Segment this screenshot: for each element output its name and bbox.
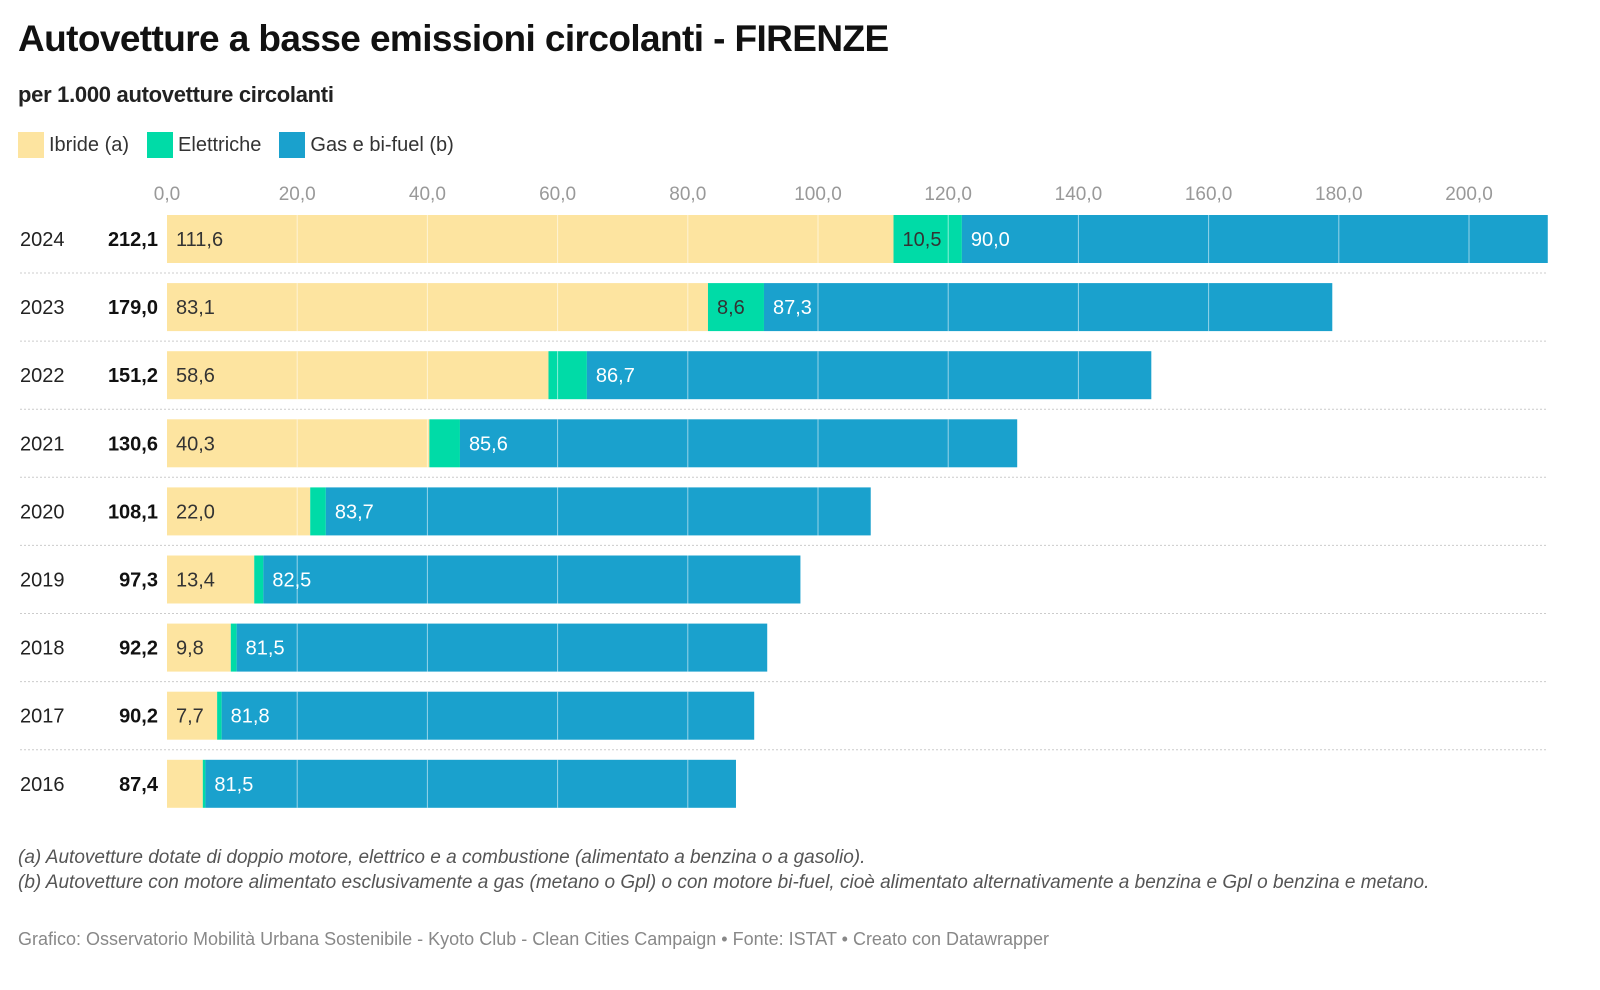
bar-segment-gas [325,487,871,536]
x-tick-label: 180,0 [1315,184,1363,205]
segment-value-label: 83,7 [335,501,374,523]
segment-value-label: 82,5 [272,570,311,592]
bar-segment-elettriche [548,351,587,400]
bar-segment-gas [459,419,1018,468]
legend: Ibride (a) Elettriche Gas e bi-fuel (b) [18,132,472,158]
segment-value-label: 13,4 [176,570,215,592]
category-label: 2017 [20,706,65,728]
bar-segment-gas [263,555,801,604]
bar-segment-elettriche [217,691,222,740]
total-label: 92,2 [119,638,158,660]
bar-segment-ibride [167,419,430,468]
legend-item-elettriche: Elettriche [147,132,261,158]
bar-segment-gas [763,283,1333,332]
bar-segment-elettriche [202,759,206,808]
chart-title: Autovetture a basse emissioni circolanti… [18,18,889,59]
segment-value-label: 7,7 [176,706,204,728]
footnotes: (a) Autovetture dotate di doppio motore,… [18,845,1548,895]
bar-segment-elettriche [310,487,326,536]
segment-value-label: 58,6 [176,365,215,387]
bar-segment-ibride [167,351,549,400]
chart-subtitle: per 1.000 autovetture circolanti [18,82,334,107]
bar-segment-gas [236,623,768,672]
x-tick-label: 120,0 [924,184,972,205]
legend-label-elettriche: Elettriche [178,133,262,156]
bar-segment-ibride [167,759,203,808]
bar-segment-ibride [167,623,231,672]
x-tick-label: 20,0 [279,184,316,205]
category-label: 2019 [20,570,65,592]
bar-segment-ibride [167,691,218,740]
total-label: 87,4 [119,774,159,796]
footnote-a: (a) Autovetture dotate di doppio motore,… [18,847,866,868]
segment-value-label: 8,6 [717,297,745,319]
segment-value-label: 10,5 [903,229,942,251]
legend-label-ibride: Ibride (a) [49,133,130,156]
x-tick-label: 80,0 [669,184,706,205]
segment-value-label: 81,8 [231,706,270,728]
category-label: 2020 [20,501,65,523]
bar-segment-elettriche [429,419,460,468]
category-label: 2023 [20,297,65,319]
x-tick-label: 100,0 [794,184,842,205]
segment-value-label: 9,8 [176,638,204,660]
x-tick-label: 40,0 [409,184,446,205]
segment-value-label: 83,1 [176,297,215,319]
legend-swatch-elettriche [147,132,174,158]
x-tick-label: 0,0 [154,184,180,205]
x-tick-label: 140,0 [1055,184,1103,205]
bar-segment-elettriche [707,283,764,332]
total-label: 130,6 [108,433,158,455]
segment-value-label: 90,0 [971,229,1010,251]
bar-segment-ibride [167,555,255,604]
segment-value-label: 22,0 [176,501,215,523]
bar-segment-gas [205,759,736,808]
total-label: 179,0 [108,297,158,319]
segment-value-label: 111,6 [176,229,223,251]
bar-segment-ibride [167,215,894,263]
bar-segment-elettriche [893,215,962,263]
total-label: 108,1 [108,501,158,523]
legend-item-gas: Gas e bi-fuel (b) [279,132,454,158]
category-label: 2016 [20,774,65,796]
source-credit: Grafico: Osservatorio Mobilità Urbana So… [18,929,1050,949]
bar-segment-gas [961,215,1548,263]
legend-label-gas: Gas e bi-fuel (b) [310,133,454,156]
stacked-bar-chart: 0,0 20,0 40,0 60,0 80,0 100,0 120,0 140,0 160,0 1… [20,184,1548,808]
total-label: 97,3 [119,570,158,592]
x-tick-label: 60,0 [539,184,576,205]
legend-swatch-ibride [18,132,44,158]
segment-value-label: 40,3 [176,433,215,455]
bar-segment-gas [221,691,755,740]
bar-segment-ibride [167,283,708,332]
segment-value-label: 87,3 [773,297,812,319]
category-label: 2022 [20,365,65,387]
footnote-b: (b) Autovetture con motore alimentato es… [18,872,1430,893]
category-label: 2021 [20,433,65,455]
segment-value-label: 81,5 [214,774,253,796]
segment-value-label: 85,6 [469,433,508,455]
legend-item-ibride: Ibride (a) [18,132,129,158]
category-label: 2024 [20,229,65,251]
total-label: 90,2 [119,706,158,728]
category-label: 2018 [20,638,65,660]
total-label: 212,1 [108,229,158,251]
x-tick-label: 160,0 [1185,184,1233,205]
bar-segment-gas [586,351,1152,400]
total-label: 151,2 [108,365,158,387]
legend-swatch-gas [279,132,306,158]
x-tick-label: 200,0 [1445,184,1493,205]
segment-value-label: 81,5 [246,638,285,660]
bar-segment-elettriche [254,555,264,604]
bar-segment-ibride [167,487,311,536]
segment-value-label: 86,7 [596,365,635,387]
bar-segment-elettriche [230,623,237,672]
